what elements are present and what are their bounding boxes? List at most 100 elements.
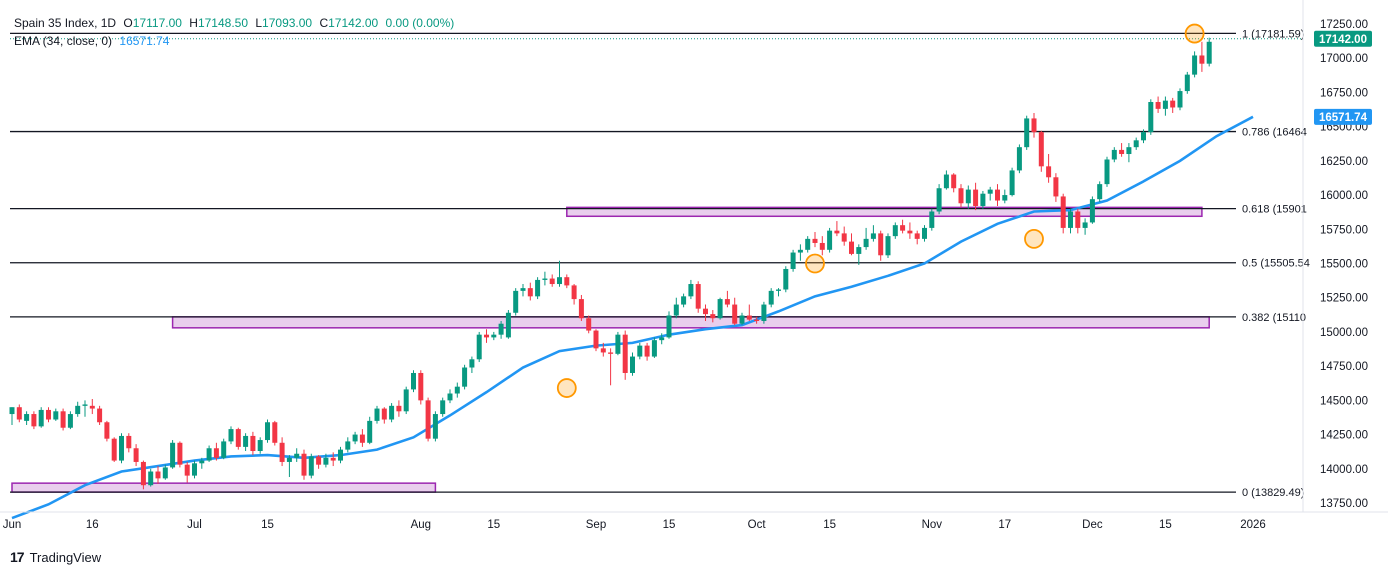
candle-body [790,252,796,269]
candle [732,297,738,326]
zone-rect [566,206,1203,218]
candle-body [1155,102,1161,109]
candle-body [987,189,993,194]
candle-body [53,411,59,420]
candle [878,230,884,261]
candle-body [330,457,336,461]
candle [411,370,416,393]
candle [111,437,117,462]
time-axis[interactable]: Jun 16 Jul 15 Aug 15 Sep 15 Oct 15 Nov 17 Dec 15 2026 [3,519,1266,531]
candle-body [1046,166,1052,178]
tradingview-brand[interactable]: 17 TradingView [10,549,101,565]
ema-path [11,115,1254,520]
candle-body [929,211,935,228]
candle-body [272,422,278,443]
symbol-title[interactable]: Spain 35 Index, 1D [14,16,117,30]
x-tick-label: 15 [1159,519,1172,531]
candle-body [513,290,519,313]
ema-label[interactable]: EMA (34, close, 0) [14,34,113,48]
candle-body [630,356,635,373]
close-label: C [319,16,329,30]
candle [922,225,927,242]
candle-body [608,352,614,354]
candle-body [374,408,380,421]
y-tick-label: 17000.00 [1320,53,1368,65]
candle-body [849,241,854,254]
candle-body [9,407,15,415]
candle [82,400,88,417]
x-tick-label: Aug [411,519,431,531]
candle-body [659,337,665,341]
candle-body [695,284,701,309]
price-axis[interactable]: 13750.00 14000.00 14250.00 14500.00 14750.00… [1314,19,1372,510]
candle [505,310,511,339]
candle [498,320,504,339]
low-label: L [255,16,263,30]
candle [571,284,577,305]
candle [1199,41,1205,72]
candle [440,397,446,417]
candle [250,431,256,456]
candle-body [1119,149,1125,155]
fib-label: 0.786 (16464 [1242,127,1307,139]
candle-body [119,435,124,461]
y-tick-label: 14500.00 [1320,395,1368,407]
candle [717,297,723,320]
highlight-circle [805,253,825,274]
last-price-badge-bg [1314,30,1372,47]
candle [557,260,562,287]
highlight-circle [1024,228,1044,249]
candle [688,279,694,300]
candle-body [476,334,482,360]
candle [425,397,431,442]
candle [542,271,548,286]
candle [294,448,300,462]
candle-body [995,189,1000,201]
candle-body [746,315,752,320]
candle-body [1060,196,1066,228]
candle [1024,115,1030,150]
candle-body [338,449,343,461]
candle-body [345,441,351,450]
candle-body [308,456,314,476]
last-price-badge: 17142.00 [1319,34,1367,46]
candle [1126,143,1132,163]
candle-body [724,299,730,305]
candle-body [936,188,942,212]
support-resistance-zones [11,206,1210,493]
candle-body [878,233,884,256]
candle [1038,130,1044,172]
x-tick-label: Jun [3,519,22,531]
candle [53,408,59,421]
candle [1184,71,1190,94]
candle [513,288,519,316]
candle-body [1016,147,1022,171]
fibonacci-retracement: 1 (17181.59) 0.786 (16464 0.618 (15901 0.5 … [10,28,1310,499]
candle [1031,112,1037,138]
candle [900,219,906,234]
candle-body [170,442,176,468]
candle-body [257,440,263,451]
candle-body [535,279,541,297]
fib-label: 0 (13829.49) [1242,487,1304,499]
candle [827,227,833,253]
y-tick-label: 16250.00 [1320,156,1368,168]
ema-value: 16571.74 [119,34,170,48]
candle [1009,167,1015,197]
candle-body [1075,211,1081,228]
candle [228,426,234,445]
open-value: 17117.00 [132,16,182,30]
y-tick-label: 16750.00 [1320,87,1368,99]
candle-body [155,471,161,479]
candle [170,440,176,469]
candle [162,464,168,480]
candle [812,232,818,248]
candle [527,282,533,301]
candle-body [1104,159,1110,185]
candle [892,222,898,239]
candle [286,455,292,477]
candle-body [498,323,504,335]
candle-body [1089,199,1095,223]
candle-body [651,340,657,357]
